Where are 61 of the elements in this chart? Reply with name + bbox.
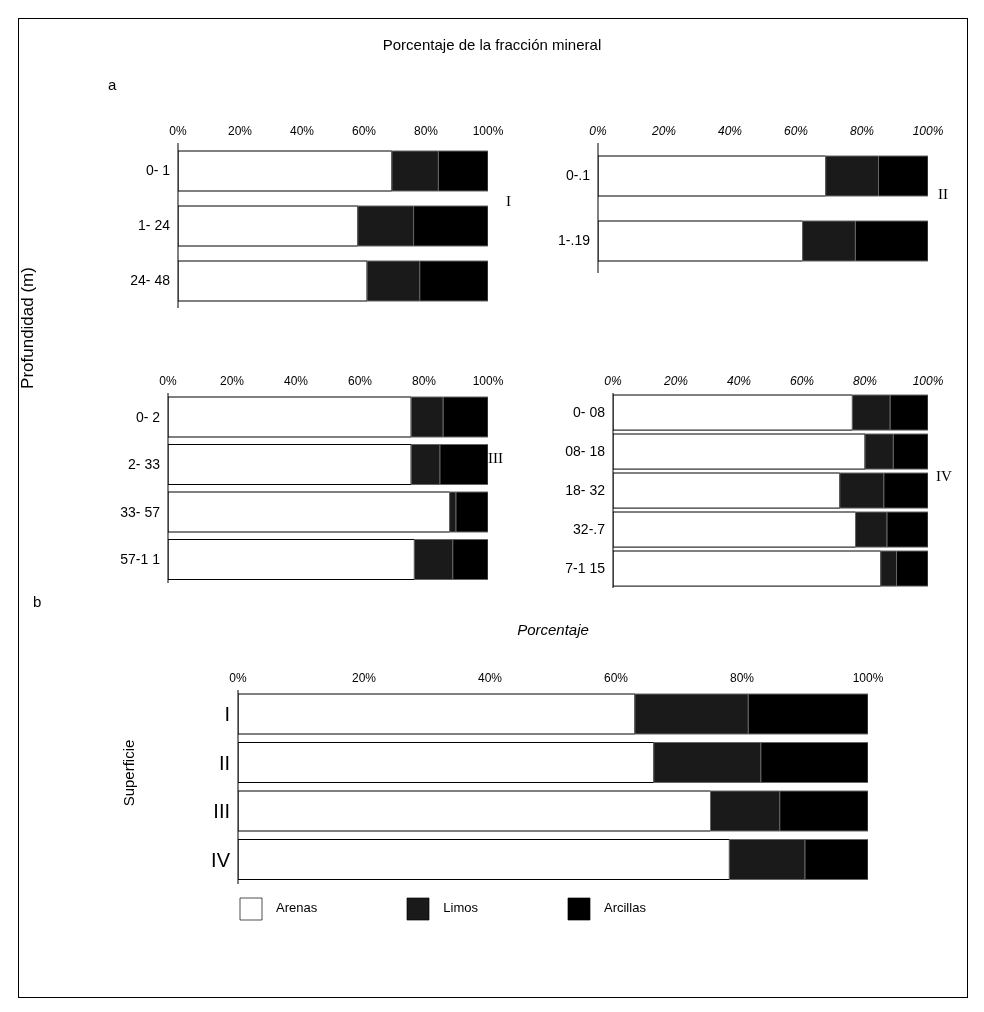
x-tick-label: 20% <box>219 374 245 388</box>
y-tick-label: 0- 2 <box>135 408 161 425</box>
legend-label: Arenas <box>276 900 318 916</box>
x-tick-label: 100% <box>912 374 944 388</box>
y-axis-title: Superficie <box>119 739 137 807</box>
y-tick-label: 0- 08 <box>573 404 606 421</box>
x-tick-label: 40% <box>289 124 315 138</box>
text: I <box>506 193 511 210</box>
y-tick-label: 1-.19 <box>558 232 591 249</box>
x-tick-label: 100% <box>912 124 944 138</box>
x-tick-label: 20% <box>662 374 689 388</box>
y-tick-label: 2- 33 <box>128 456 161 473</box>
y-tick-label: III <box>213 800 230 823</box>
legend-label: Limos <box>443 900 478 916</box>
x-tick-label: 20% <box>351 671 377 685</box>
x-tick-label: 60% <box>347 374 373 388</box>
y-tick-label: 0-.1 <box>565 167 591 184</box>
x-tick-label: 60% <box>783 124 809 138</box>
x-tick-label: 100% <box>852 671 884 685</box>
y-axis-title: Profundidad (m) <box>18 267 38 389</box>
y-tick-label: 57-1 1 <box>120 551 161 568</box>
x-tick-label: 40% <box>717 124 743 138</box>
x-tick-label: 40% <box>726 374 752 388</box>
x-tick-label: 40% <box>283 374 309 388</box>
x-tick-label: 0% <box>604 374 622 388</box>
x-tick-label: 40% <box>477 671 503 685</box>
y-tick-label: 18- 32 <box>565 482 606 499</box>
y-tick-label: 08- 18 <box>565 443 606 460</box>
text: b <box>33 593 42 610</box>
x-tick-label: 100% <box>472 124 504 138</box>
x-tick-label: 0% <box>229 671 247 685</box>
x-tick-label: 0% <box>169 124 187 138</box>
y-tick-label: 0- 1 <box>145 162 171 179</box>
annotation: III <box>488 450 503 467</box>
y-tick-label: 33- 57 <box>120 503 161 520</box>
x-tick-label: 20% <box>227 124 253 138</box>
x-tick-label: 80% <box>411 374 437 388</box>
y-tick-label: I <box>224 703 230 726</box>
x-axis-title: Porcentaje <box>516 621 590 638</box>
x-tick-label: 80% <box>849 124 875 138</box>
y-tick-label: IV <box>211 848 231 871</box>
x-tick-label: 60% <box>351 124 377 138</box>
y-tick-label: 7-1 15 <box>565 560 606 577</box>
y-tick-label: 24- 48 <box>130 272 171 289</box>
x-tick-label: 20% <box>650 124 677 138</box>
x-tick-label: 60% <box>789 374 815 388</box>
x-tick-label: 0% <box>159 374 177 388</box>
text: II <box>938 186 948 203</box>
chart-title: Porcentaje de la fracción mineral <box>381 36 603 53</box>
x-tick-label: 80% <box>852 374 878 388</box>
x-tick-label: 100% <box>472 374 504 388</box>
y-tick-label: 1- 24 <box>138 217 171 234</box>
x-tick-label: 60% <box>603 671 629 685</box>
legend-label: Arcillas <box>603 900 646 916</box>
x-tick-label: 0% <box>589 124 607 138</box>
x-tick-label: 80% <box>413 124 439 138</box>
y-tick-label: 32-.7 <box>573 521 606 538</box>
x-tick-label: 80% <box>729 671 755 685</box>
text: IV <box>936 468 952 485</box>
text: a <box>108 76 117 93</box>
y-tick-label: II <box>218 751 230 774</box>
